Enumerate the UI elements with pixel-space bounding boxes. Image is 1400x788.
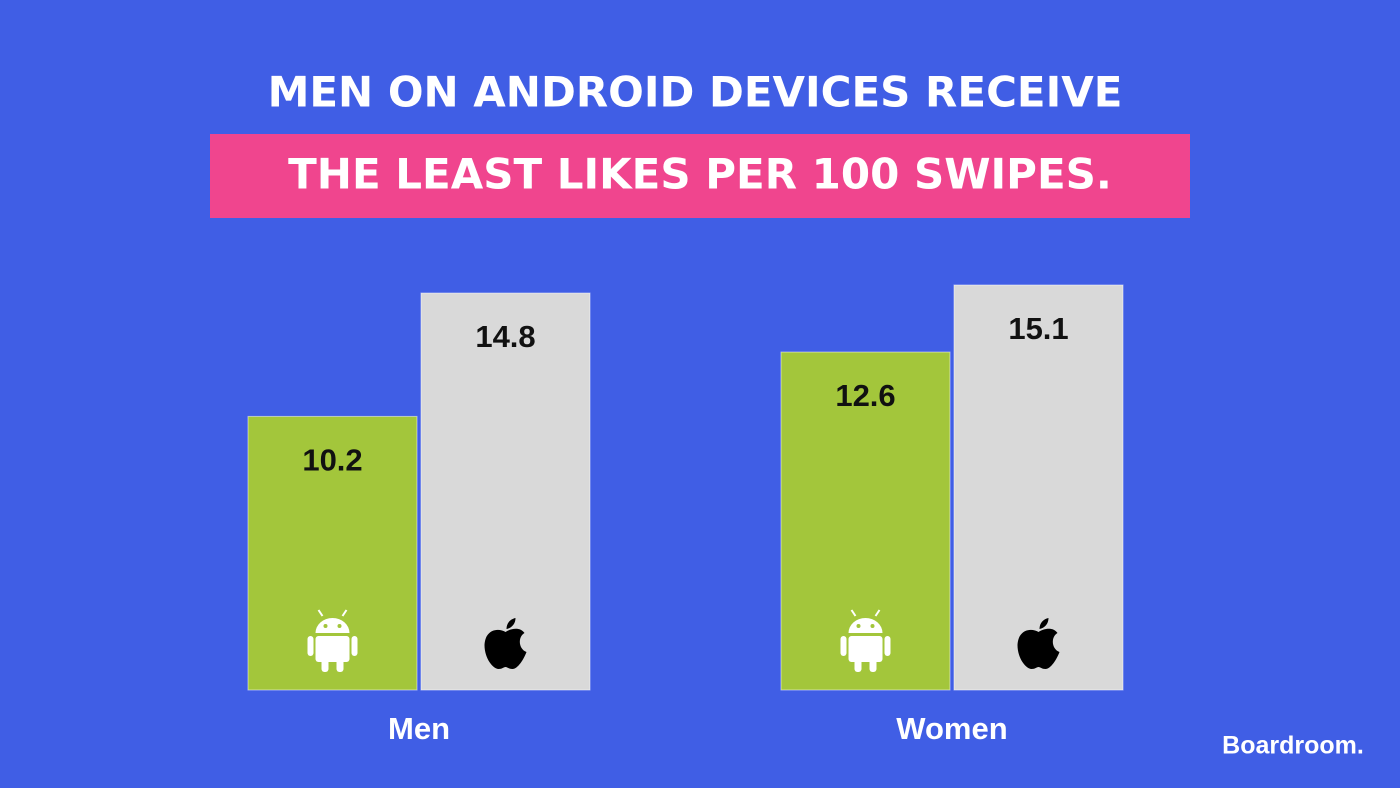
category-label: Men [388,711,450,746]
bar [953,284,1124,691]
bar [420,292,591,691]
value-label: 15.1 [1008,311,1068,346]
chart-subtitle: THE LEAST LIKES PER 100 SWIPES. [288,150,1112,199]
value-label: 10.2 [302,443,362,478]
value-label: 12.6 [835,378,895,413]
category-label: Women [896,711,1007,746]
bar [780,351,951,691]
subtitle-box [210,134,1190,218]
brand: Boardroom. [1222,732,1364,760]
chart-title: MEN ON ANDROID DEVICES RECEIVE [268,68,1123,117]
value-label: 14.8 [475,319,535,354]
